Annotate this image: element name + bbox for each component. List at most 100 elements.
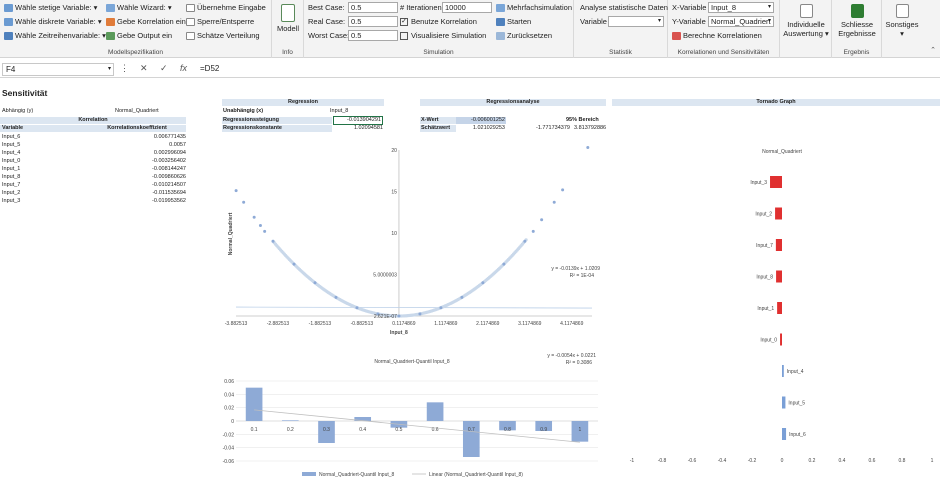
iterationen-label: # Iterationen: (400, 3, 444, 12)
scatter-point (258, 224, 262, 228)
real-case-label: Real Case: (308, 17, 346, 26)
uebernehme-eingabe-button[interactable]: Übernehme Eingabe (186, 3, 266, 12)
table-row-variable: Input_6 (2, 134, 21, 140)
group-label: Modellspezifikation (108, 49, 163, 56)
konstante-value: 1.02094581 (353, 125, 383, 131)
benutze-korrelation-checkbox[interactable]: ✓ Benutze Korrelation (400, 17, 477, 26)
play-icon (496, 17, 505, 26)
group-sonstiges: Sonstiges ▾ (882, 0, 922, 58)
trendline-equation: y = -0.0139x + 1.0209 (551, 266, 600, 272)
worst-case-input[interactable]: 0.5 (348, 30, 398, 41)
ribbon: Wähle stetige Variable: ▾ Wähle diskrete… (0, 0, 940, 58)
scatter-chart[interactable]: 20 15 10 5.0000003 2.621E-07 -3.882513 -2.8825… (222, 144, 606, 350)
report-icon (799, 4, 813, 18)
tornado-bar-label: Input_2 (755, 212, 772, 218)
formula-input[interactable]: =D52 (200, 64, 220, 73)
table-row-variable: Input_0 (2, 158, 21, 164)
bar (535, 421, 553, 431)
table-row-koeff: -0.003256402 (152, 158, 186, 164)
visualisiere-checkbox[interactable]: Visualisiere Simulation (400, 31, 486, 40)
unabhaengig-label: Unabhängig (x) (223, 108, 264, 114)
table-row-koeff: 0.006771435 (153, 134, 186, 140)
trendline-equation: y = -0.0054x + 0.0221 (547, 353, 596, 359)
statistik-title: Analyse statistische Daten (580, 3, 668, 12)
scatter-point (418, 312, 422, 316)
scatter-point (263, 229, 267, 233)
legend-swatch-bar (302, 472, 316, 476)
x-variable-select[interactable]: Input_8 ▾ (708, 2, 774, 13)
bar (354, 417, 372, 421)
wizard-button[interactable]: Wähle Wizard: ▾ (106, 3, 172, 12)
y-tick-label: -0.02 (223, 432, 235, 438)
abhaengig-label: Abhängig (y) (2, 108, 34, 114)
function-icon[interactable]: fx (180, 63, 188, 73)
tornado-bar-label: Input_6 (789, 432, 806, 438)
starten-button[interactable]: Starten (496, 17, 531, 26)
legend-line-label: Linear (Normal_Quadriert-Quantil Input_8… (429, 472, 523, 478)
individuelle-auswertung-button[interactable]: Individuelle Auswertung ▾ (782, 4, 830, 38)
x-tick-label: 3.1174869 (518, 321, 541, 327)
collapse-ribbon-icon[interactable]: ⌃ (930, 47, 936, 54)
sperre-button[interactable]: Sperre/Entsperre (186, 17, 254, 26)
y-tick-label: 15 (391, 190, 397, 196)
schliesse-ergebnisse-button[interactable]: Schliesse Ergebnisse (833, 4, 881, 38)
x-tick-label: 1 (931, 458, 934, 464)
scatter-point (439, 306, 443, 310)
legend-bar-label: Normal_Quadriert-Quantil Input_8 (319, 472, 395, 478)
tornado-bar (775, 207, 782, 220)
table-row-variable: Input_3 (2, 198, 21, 204)
x-tick-label: 0.2 (809, 458, 816, 464)
korrelation-eingabe-button[interactable]: Gebe Korrelation ein (106, 17, 186, 26)
scatter-point (355, 306, 359, 310)
diskrete-variable-button[interactable]: Wähle diskrete Variable: ▾ (4, 17, 102, 26)
regression-header: Regression (222, 99, 384, 106)
y-variable-select[interactable]: Normal_Quadriert ▾ (708, 16, 774, 27)
tornado-bar-label: Input_5 (788, 401, 805, 407)
scatter-point (586, 146, 590, 150)
scatter-point (292, 262, 296, 266)
zeitreihe-variable-button[interactable]: Wähle Zeitreihenvariable: ▾ (4, 31, 106, 40)
berechne-korrelationen-button[interactable]: Berechne Korrelationen (672, 31, 762, 40)
x-tick-label: -0.8 (658, 458, 667, 464)
misc-icon (895, 4, 909, 18)
cancel-icon[interactable]: ✕ (140, 63, 148, 73)
x-tick-label: -1.882513 (309, 321, 332, 327)
group-info: Modell Info (272, 0, 304, 58)
checkbox-icon (400, 31, 408, 40)
schaetze-verteilung-button[interactable]: Schätze Verteilung (186, 31, 260, 40)
worksheet[interactable]: Sensitivität Abhängig (y) Normal_Quadrie… (0, 80, 940, 479)
bar (462, 421, 480, 457)
tornado-bar-label: Input_1 (757, 306, 774, 312)
variable-select[interactable]: ▾ (608, 16, 664, 27)
tornado-bar (780, 333, 782, 346)
enter-icon[interactable]: ✓ (160, 63, 168, 73)
zuruecksetzen-button[interactable]: Zurücksetzen (496, 31, 552, 40)
quantil-chart[interactable]: Normal_Quadriert-Quantil Input_8 y = -0.0… (222, 350, 606, 479)
bar (318, 421, 335, 443)
table-row-variable: Input_8 (2, 174, 21, 180)
tornado-bar-label: Input_0 (760, 338, 777, 344)
table-row-variable: Input_7 (2, 182, 21, 188)
variable-label: Variable (580, 17, 607, 26)
scatter-point (561, 188, 565, 192)
mehrfachsimulation-button[interactable]: Mehrfachsimulation (496, 3, 572, 12)
sonstiges-button[interactable]: Sonstiges ▾ (882, 4, 922, 38)
iterationen-input[interactable]: 10000 (442, 2, 492, 13)
output-eingabe-button[interactable]: Gebe Output ein (106, 31, 172, 40)
x-tick-label: 2.1174869 (476, 321, 499, 327)
steigung-value[interactable]: -0.013904291 (333, 116, 383, 125)
table-row-variable: Input_5 (2, 142, 21, 148)
x-tick-label: -3.882513 (225, 321, 248, 327)
model-icon (281, 4, 295, 22)
tornado-bar-label: Input_3 (750, 180, 767, 186)
variable-col-header: Variable (0, 125, 88, 132)
more-icon[interactable]: ⋮ (120, 63, 129, 73)
best-case-input[interactable]: 0.5 (348, 2, 398, 13)
stetige-variable-button[interactable]: Wähle stetige Variable: ▾ (4, 3, 97, 12)
xwert-value: -0.006001252 (456, 117, 506, 124)
tornado-chart[interactable]: Normal_Quadriert Input_3 Input_2 Input_7 Inp… (612, 144, 940, 479)
real-case-input[interactable]: 0.5 (348, 16, 398, 27)
name-box[interactable]: F4 ▾ (2, 63, 114, 76)
modell-button[interactable]: Modell (275, 4, 301, 33)
table-row-variable: Input_4 (2, 150, 21, 156)
